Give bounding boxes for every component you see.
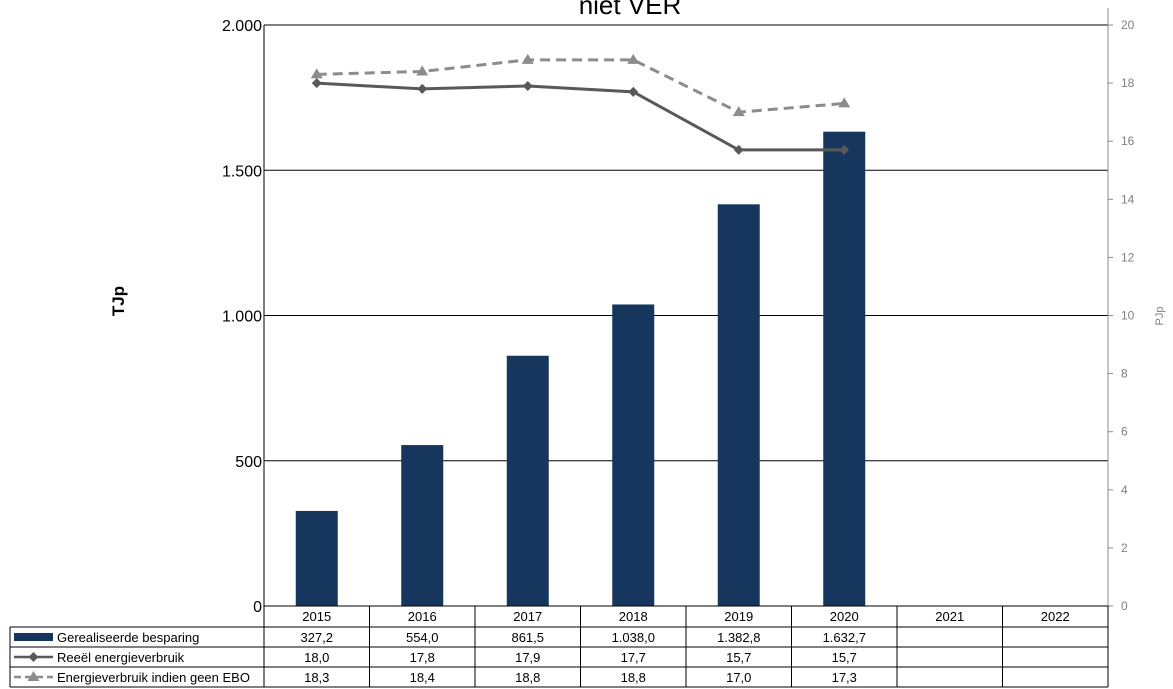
marker-triangle [521,53,534,64]
table-cell: 17,3 [832,670,857,685]
legend-swatch [14,633,53,641]
bar-2018 [612,304,655,606]
bar-2020 [823,131,866,606]
x-tick-label: 2015 [302,609,331,624]
y2-tick-label: 10 [1121,309,1135,323]
y-tick-label: 500 [235,454,262,471]
line-energieverbruik-indien-geen-ebo [316,58,845,114]
table-cell: 17,9 [515,650,540,665]
marker-diamond [28,652,39,662]
marker-triangle [416,65,429,76]
y2-tick-label: 14 [1121,192,1135,206]
marker-triangle [627,53,640,64]
legend-label: Gerealiseerde besparing [57,630,199,645]
table-cell: 18,8 [515,670,540,685]
table-cell: 1.038,0 [612,630,655,645]
marker-triangle [27,671,40,681]
bar-2015 [295,510,338,606]
data-table: 2015 2016 2017 2018 2019 2020 2021 2022 Gerealis… [9,605,1109,688]
bar-series [295,131,866,606]
y2-tick-label: 12 [1121,250,1135,264]
marker-diamond [522,81,533,92]
marker-diamond [839,144,850,155]
marker-diamond [733,144,744,155]
y-tick-label: 1.500 [222,163,262,180]
y-axis-ticks: 0 500 1.000 1.500 2.000 [222,18,262,616]
table-cell: 15,7 [726,650,751,665]
y-tick-label: 1.000 [222,309,262,326]
y2-tick-label: 16 [1121,134,1135,148]
bar-2016 [401,445,444,606]
table-cell: 18,4 [410,670,435,685]
x-tick-label: 2017 [513,609,542,624]
y-axis-label: TJp [109,286,128,316]
bar-2017 [506,355,549,606]
y2-axis-ticks: 0 2 4 6 8 10 12 14 16 18 20 [1107,8,1135,613]
y2-tick-label: 4 [1121,483,1128,497]
table-cell: 15,7 [832,650,857,665]
x-tick-label: 2018 [619,609,648,624]
table-cell: 17,7 [621,650,646,665]
x-tick-label: 2021 [935,609,964,624]
x-tick-label: 2019 [724,609,753,624]
table-cell: 17,0 [726,670,751,685]
x-tick-label: 2016 [408,609,437,624]
legend-label: Reeël energieverbruik [57,650,185,665]
x-tick-label: 2022 [1041,609,1070,624]
gridlines [263,24,1108,606]
table-cell: 861,5 [511,630,544,645]
line-ree-l-energieverbruik [316,81,845,152]
bar-2019 [717,204,760,606]
table-cell: 18,0 [304,650,329,665]
table-cell: 327,2 [300,630,333,645]
table-cell: 1.382,8 [717,630,760,645]
y-tick-label: 2.000 [222,18,262,35]
y2-tick-label: 0 [1121,599,1128,613]
y2-axis-label: PJp [1154,307,1166,326]
chart-title: niet VER [579,0,682,20]
table-cell: 17,8 [410,650,435,665]
table-cell: 554,0 [406,630,439,645]
y-tick-label: 0 [253,599,262,616]
x-tick-label: 2020 [830,609,859,624]
y2-tick-label: 8 [1121,367,1128,381]
marker-diamond [417,83,428,94]
y2-tick-label: 18 [1121,76,1135,90]
marker-diamond [628,86,639,97]
y2-tick-label: 6 [1121,425,1128,439]
marker-triangle [838,97,851,108]
marker-triangle [310,68,323,79]
y2-tick-label: 2 [1121,541,1128,555]
marker-triangle [732,106,745,117]
y2-tick-label: 20 [1121,18,1135,32]
table-cell: 1.632,7 [823,630,866,645]
line-series [310,53,851,155]
legend-label: Energieverbruik indien geen EBO [57,670,250,685]
table-cell: 18,8 [621,670,646,685]
marker-diamond [311,78,322,89]
table-cell: 18,3 [304,670,329,685]
